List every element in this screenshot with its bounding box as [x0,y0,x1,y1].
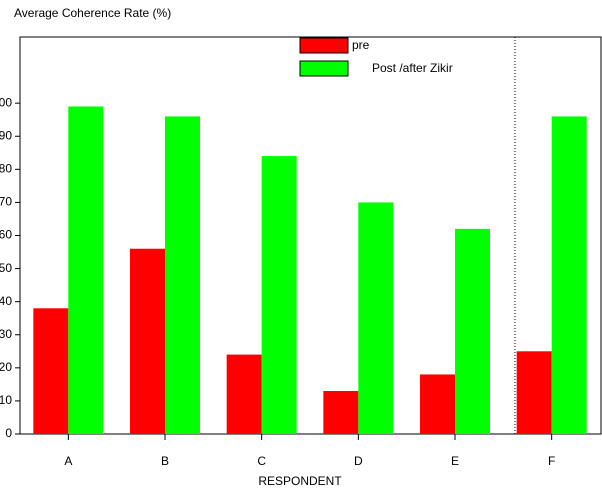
x-axis-label: RESPONDENT [258,474,342,488]
legend-label: Post /after Zikir [372,61,453,75]
plot-frame [19,36,602,435]
y-tick-label: 40 [0,294,12,308]
y-tick-label: 90 [0,128,12,142]
y-tick-label: 30 [0,327,12,341]
bar [420,374,455,434]
y-tick-label: 0 [5,426,12,440]
x-tick-label: C [257,454,266,468]
y-tick-label: 80 [0,162,12,176]
bar [165,116,200,435]
bar [358,202,394,434]
x-tick-label: B [161,454,169,468]
legend-swatch [299,60,349,77]
bar [261,156,297,434]
bar [516,351,552,434]
x-tick-label: A [64,454,72,468]
legend-swatch [299,37,349,54]
x-tick-label: E [451,454,459,468]
chart-title: Average Coherence Rate (%) [14,6,171,20]
legend-label: pre [352,38,370,52]
y-tick-label: 100 [0,95,12,109]
y-tick-label: 60 [0,228,12,242]
y-tick-label: 50 [0,261,12,275]
y-tick-label: 20 [0,360,12,374]
x-tick-label: F [548,454,555,468]
bar [130,248,165,434]
bar [68,106,104,434]
bar [323,390,359,434]
x-tick-label: D [354,454,363,468]
bar [33,308,69,434]
bar [455,228,490,434]
bar [551,116,587,435]
y-tick-label: 10 [0,393,12,407]
y-tick-label: 70 [0,195,12,209]
bar [226,354,262,434]
